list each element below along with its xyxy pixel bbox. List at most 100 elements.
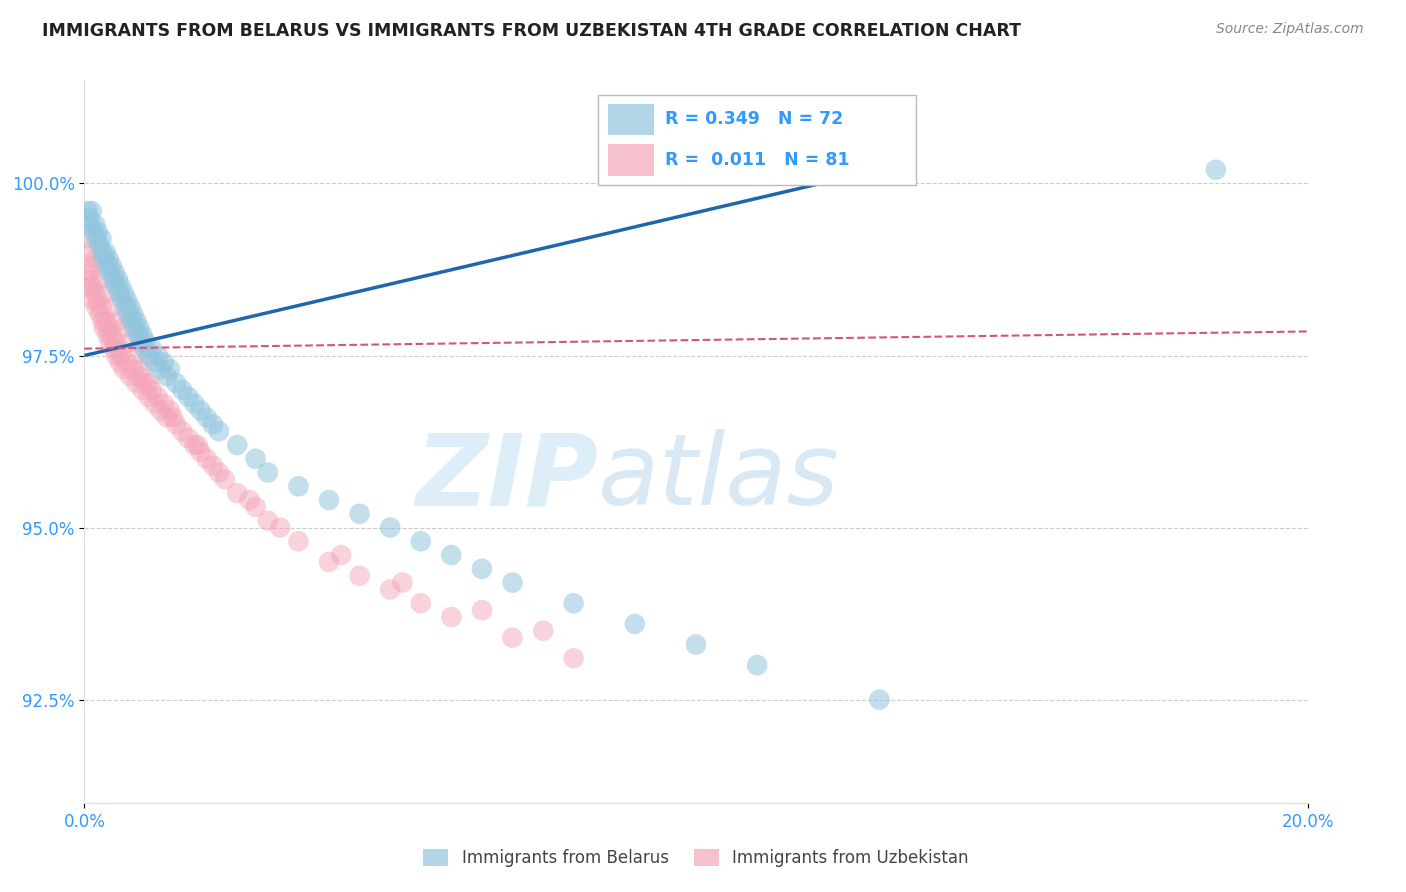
Point [76,204,98,219]
Point [318,493,340,508]
Point [129,334,152,349]
Point [380,582,402,597]
Point [190,445,212,459]
Point [104,266,127,280]
Point [84,286,107,301]
Point [101,259,124,273]
Point [257,466,280,480]
Point [124,321,146,335]
Legend: Immigrants from Belarus, Immigrants from Uzbekistan: Immigrants from Belarus, Immigrants from… [416,842,976,874]
Point [153,397,176,411]
Point [131,362,153,376]
Point [172,424,194,438]
Point [138,376,160,390]
Point [108,286,131,301]
Point [77,211,100,225]
Point [112,286,135,301]
Point [440,610,463,624]
Point [226,438,249,452]
Point [134,342,156,356]
Point [77,231,100,245]
Point [89,238,111,252]
Point [183,438,205,452]
Point [257,514,280,528]
Point [83,293,105,308]
Point [125,314,148,328]
Text: atlas: atlas [598,429,839,526]
Point [91,314,114,328]
Point [112,362,135,376]
Point [159,403,181,417]
Point [90,301,112,315]
Text: Source: ZipAtlas.com: Source: ZipAtlas.com [1216,22,1364,37]
Point [165,376,187,390]
Point [409,534,432,549]
Point [562,651,585,665]
Point [287,534,309,549]
Point [110,279,132,293]
Point [94,314,117,328]
Point [153,355,176,369]
Point [190,403,212,417]
Point [141,383,163,397]
Point [122,362,145,376]
Point [105,349,128,363]
Point [87,293,110,308]
Point [177,390,200,404]
Point [747,658,769,673]
Point [208,424,231,438]
Point [156,410,179,425]
Point [94,245,117,260]
Text: ZIP: ZIP [415,429,598,526]
Point [1205,162,1227,177]
Point [165,417,187,432]
Point [98,334,121,349]
Point [391,575,413,590]
Point [97,327,120,342]
Point [84,218,107,232]
Point [287,479,309,493]
Point [122,307,145,321]
Point [380,520,402,534]
Point [195,451,218,466]
Point [138,390,160,404]
Point [141,342,163,356]
Point [118,334,141,349]
Point [105,279,128,293]
Point [82,259,104,273]
Point [143,397,166,411]
Point [869,692,891,706]
Point [502,575,524,590]
Point [330,548,353,562]
Point [80,204,103,219]
Point [146,349,169,363]
Point [159,362,181,376]
Point [471,603,494,617]
Bar [607,145,654,176]
Point [531,624,554,638]
Point [76,279,98,293]
Point [156,369,179,384]
Point [93,252,115,267]
Point [107,342,129,356]
Point [624,616,647,631]
Point [201,417,224,432]
Point [245,451,267,466]
Point [149,362,172,376]
Point [245,500,267,514]
Point [79,245,101,260]
Point [103,342,125,356]
Point [110,349,132,363]
Point [471,562,494,576]
Point [97,321,120,335]
Point [87,273,110,287]
Point [112,321,135,335]
Point [125,349,148,363]
Point [115,301,138,315]
Point [162,410,184,425]
Point [89,307,111,321]
Point [135,376,157,390]
Point [183,397,205,411]
Bar [607,103,654,136]
Point [214,472,236,486]
